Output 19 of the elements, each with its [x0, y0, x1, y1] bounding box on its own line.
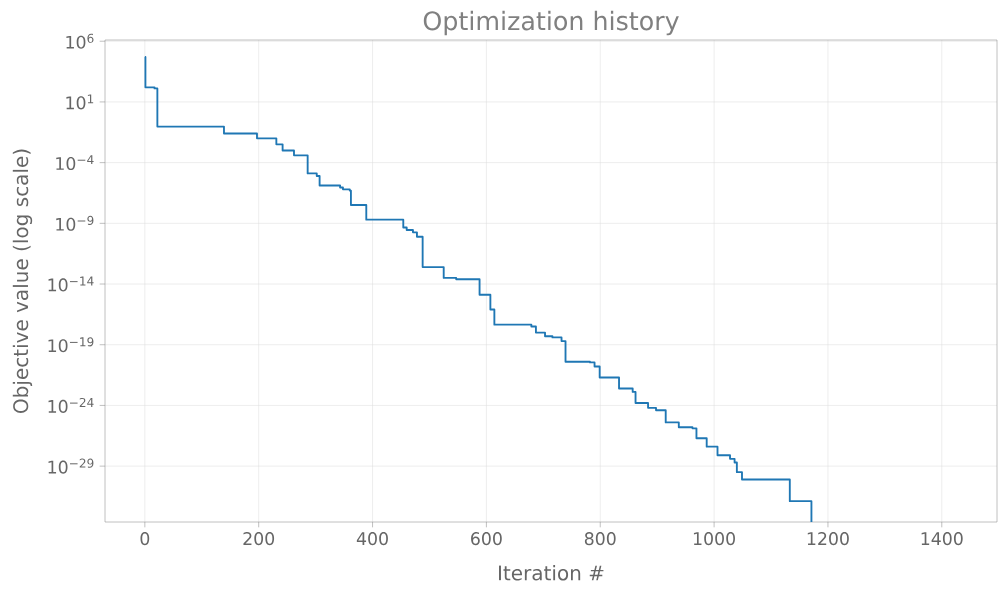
x-tick-label: 200: [243, 532, 275, 546]
x-axis-title: Iteration #: [499, 564, 604, 581]
x-tick-label: 400: [356, 532, 388, 546]
y-tick-label: 10$^{−19}$: [48, 337, 94, 353]
y-tick-label: 10$^{1}$: [66, 94, 94, 110]
y-tick-label: 10$^{6}$: [66, 33, 94, 49]
x-tick-label: 1400: [921, 532, 963, 546]
x-tick-label: 600: [471, 532, 502, 546]
chart-title: Optimization history: [423, 10, 679, 36]
y-axis-title: Objective value (log scale): [12, 149, 33, 413]
x-tick-label: 1200: [807, 532, 849, 546]
y-tick-label: 10$^{−14}$: [48, 276, 94, 292]
y-tick-label: 10$^{−24}$: [48, 397, 94, 413]
y-tick-label: 10$^{−4}$: [56, 155, 94, 171]
x-tick-label: 1000: [693, 532, 735, 546]
y-tick-label: 10$^{−9}$: [56, 215, 94, 231]
y-tick-label: 10$^{−29}$: [48, 458, 94, 474]
x-tick-label: 800: [584, 532, 616, 546]
x-tick-label: 0: [140, 532, 150, 546]
